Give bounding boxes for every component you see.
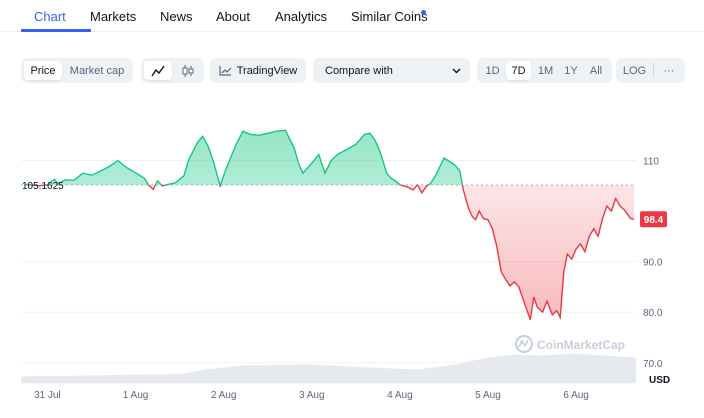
price-areas [25,130,635,320]
divider [653,63,654,78]
x-tick-label: 31 Jul [34,390,61,401]
log-scale-button[interactable]: LOG [622,64,647,77]
coinmarketcap-logo-mark [518,339,529,348]
time-range-toggle: 1D 7D 1M 1Y All [477,58,612,83]
new-indicator-dot [421,10,426,15]
coinmarketcap-watermark: CoinMarketCap [515,335,625,353]
y-tick-label: 70.0 [643,359,663,370]
x-tick-label: 3 Aug [299,390,325,401]
more-options-button[interactable]: ··· [663,64,675,77]
price-area-above-baseline [25,130,635,186]
x-tick-label: 4 Aug [387,390,413,401]
tab-bar: Chart Markets News About Analytics Simil… [0,0,704,32]
compare-with-dropdown[interactable]: Compare with [313,58,470,83]
line-chart-button[interactable] [144,61,172,80]
axis-labels: 110 90.0 80.0 70.0 31 Jul 1 Aug 2 Aug 3 Aug 4 Au… [22,157,670,401]
scale-options-group: LOG ··· [616,58,685,83]
price-marketcap-toggle: Price Market cap [21,58,133,83]
y-tick-label: 90.0 [643,258,663,269]
price-lines [21,129,636,321]
candlestick-button[interactable] [174,61,201,80]
currency-label: USD [649,375,670,386]
y-tick-label: 80.0 [643,308,663,319]
line-chart-icon [151,65,165,76]
price-chart: CoinMarketCap 110 90.0 80.0 70.0 31 Jul 1 Aug… [0,100,704,413]
chevron-down-icon [452,68,461,74]
range-1y-button[interactable]: 1Y [564,64,578,77]
x-tick-label: 6 Aug [563,390,589,401]
y-tick-label: 110 [643,157,659,168]
volume-area-path [21,353,636,383]
tab-chart[interactable]: Chart [34,9,66,24]
tab-similar-coins[interactable]: Similar Coins [351,9,428,24]
tab-about[interactable]: About [216,9,250,24]
active-tab-underline [21,29,91,32]
tab-news[interactable]: News [160,9,193,24]
range-all-button[interactable]: All [589,64,603,77]
market-cap-button[interactable]: Market cap [69,64,125,77]
price-line-below-baseline [25,185,635,321]
tradingview-button[interactable]: TradingView [214,61,302,80]
x-tick-label: 2 Aug [211,390,237,401]
chart-toolbar: Price Market cap TradingView Comp [0,58,704,84]
chart-type-toggle [141,58,204,83]
tradingview-button-group: TradingView [210,58,306,83]
price-line-above-baseline [25,129,464,186]
tab-markets[interactable]: Markets [90,9,137,24]
price-area-below-baseline [31,185,635,320]
x-tick-label: 5 Aug [475,390,501,401]
compare-with-label: Compare with [325,64,393,77]
volume-area [21,353,636,383]
range-1m-button[interactable]: 1M [537,64,554,77]
current-price-badge [640,211,667,228]
range-7d-button[interactable]: 7D [506,61,531,80]
price-button[interactable]: Price [24,61,62,80]
current-price-label: 98.4 [644,215,664,226]
price-chart-svg: CoinMarketCap 110 90.0 80.0 70.0 31 Jul 1 Aug… [21,129,670,401]
tab-analytics[interactable]: Analytics [275,9,328,24]
x-tick-label: 1 Aug [123,390,149,401]
watermark-text: CoinMarketCap [537,338,625,352]
tradingview-chart-icon [219,66,232,76]
range-1d-button[interactable]: 1D [485,64,500,77]
candlestick-icon [182,64,193,77]
coinmarketcap-logo-icon [515,335,533,353]
tradingview-label: TradingView [236,64,298,77]
baseline-value-label: 105.1625 [22,181,64,192]
